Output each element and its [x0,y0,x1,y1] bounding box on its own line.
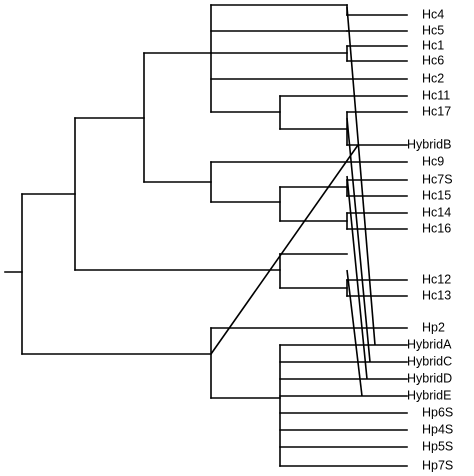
leaf-label: Hc4 [422,7,444,21]
leaf-label: HybridB [407,137,451,151]
leaf-label: Hp4S [422,422,453,436]
leaf-label: Hc13 [422,288,451,302]
leaf-label: Hp2 [422,320,445,334]
leaf-label: Hc12 [422,272,451,286]
hybrid-links [210,6,376,397]
hybrid-link [346,117,371,363]
leaf-label: Hc9 [422,154,444,168]
leaf-label: Hc15 [422,188,451,202]
leaf-label: HybridC [407,354,452,368]
leaf-label: Hp5S [422,439,453,453]
leaf-label: Hp7S [422,458,453,472]
hybrid-link [210,144,359,355]
leaf-label: HybridE [407,388,451,402]
leaf-labels: Hc4 Hc5 Hc1 Hc6 Hc2 Hc11 Hc17 HybridB Hc… [407,7,453,472]
leaf-label: Hc17 [422,104,451,118]
leaf-label: Hc6 [422,53,444,67]
hybrid-link [346,6,376,346]
leaf-label: HybridA [407,337,452,351]
leaf-label: Hp6S [422,405,453,419]
hybrid-link [346,269,363,397]
hybrid-link [346,175,368,380]
leaf-label: Hc2 [422,71,444,85]
leaf-label: Hc5 [422,23,444,37]
leaf-label: HybridD [407,371,452,385]
leaf-label: Hc1 [422,38,444,52]
tree-branches [4,4,408,467]
leaf-label: Hc11 [422,88,450,102]
leaf-label: Hc14 [422,205,451,219]
leaf-label: Hc7S [422,172,453,186]
leaf-label: Hc16 [422,221,451,235]
